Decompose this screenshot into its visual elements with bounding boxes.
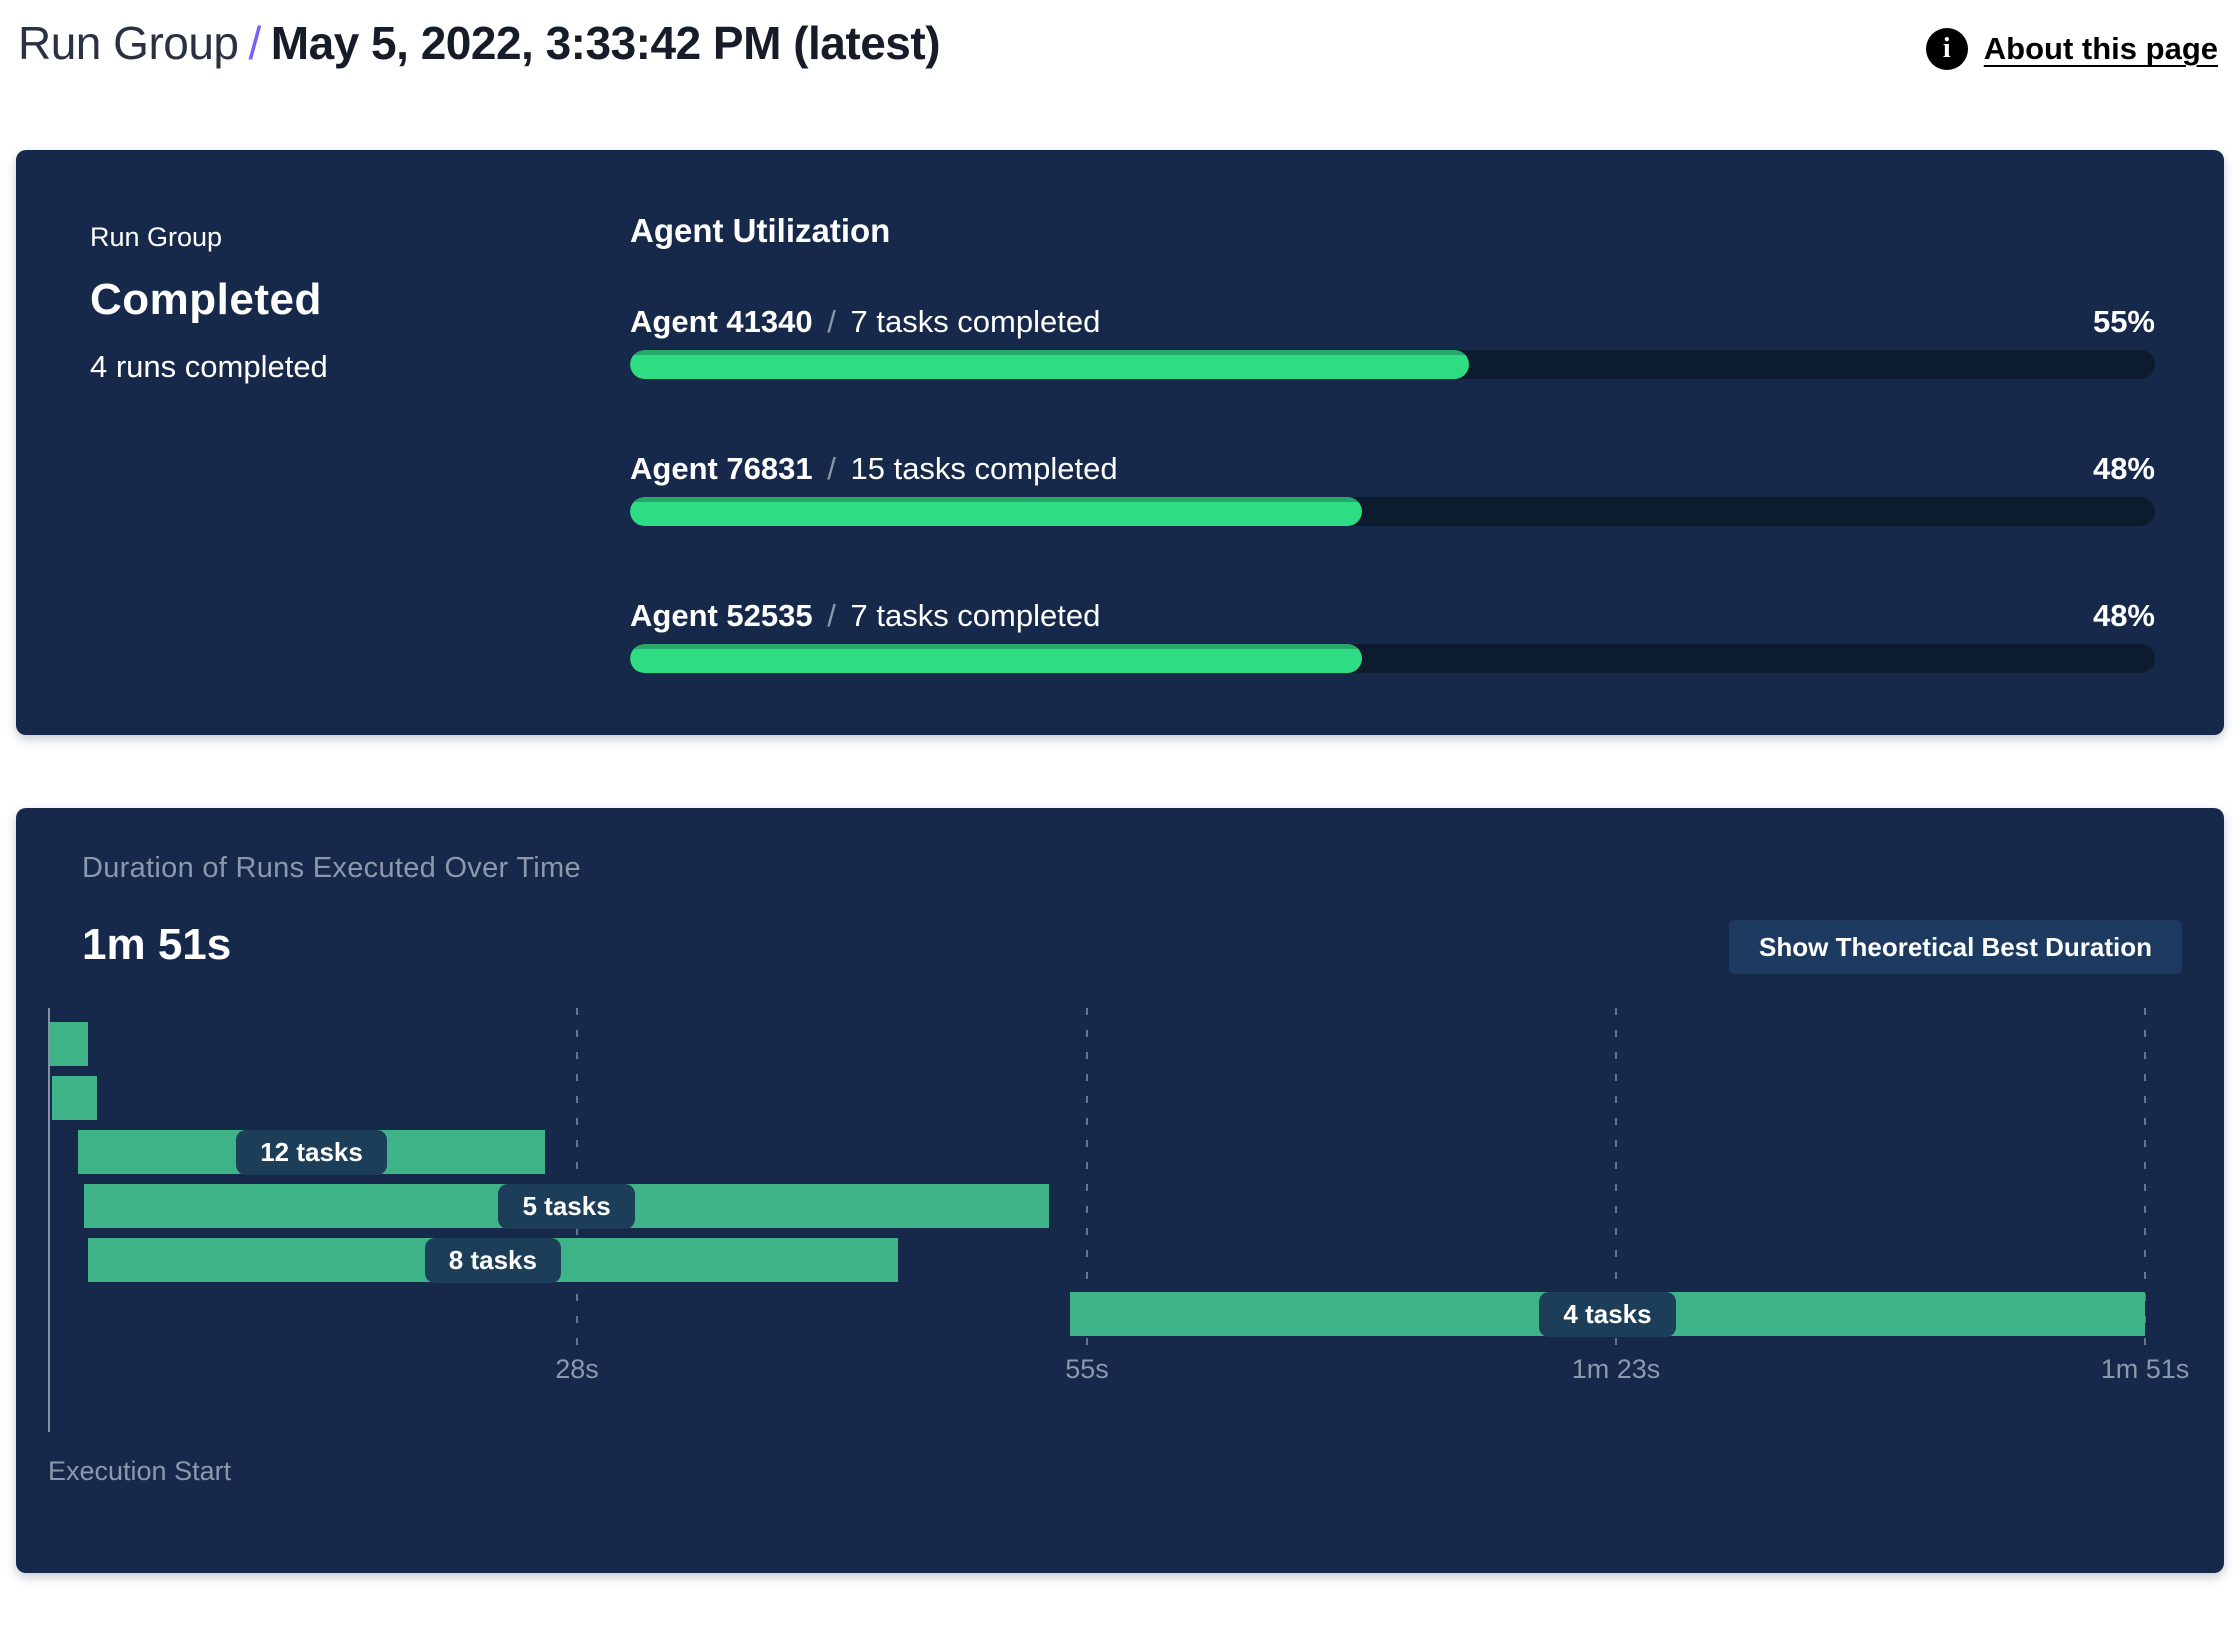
task-count-chip: 8 tasks: [424, 1237, 561, 1283]
agent-label: Agent 52535 / 7 tasks completed: [630, 598, 1101, 633]
time-tick-label: 28s: [555, 1354, 599, 1384]
run-group-status: Completed: [90, 275, 322, 324]
runs-completed-count: 4 runs completed: [90, 349, 328, 384]
about-this-page-link[interactable]: i About this page: [1925, 28, 2218, 70]
agent-utilization-bar-fill: [630, 350, 1469, 379]
agent-label: Agent 41340 / 7 tasks completed: [630, 304, 1101, 339]
run-duration-bar[interactable]: [51, 1076, 98, 1120]
run-duration-bar[interactable]: 5 tasks: [83, 1183, 1050, 1229]
run-duration-bar[interactable]: 8 tasks: [87, 1237, 899, 1283]
agent-utilization-bar-track: [630, 497, 2155, 526]
agent-utilization-percent: 48%: [2092, 598, 2155, 633]
breadcrumb-separator: /: [248, 17, 262, 69]
total-duration-value: 1m 51s: [82, 920, 232, 969]
agent-utilization-bar-fill: [630, 644, 1362, 673]
duration-panel: Duration of Runs Executed Over Time 1m 5…: [16, 808, 2224, 1573]
time-tick-label: 55s: [1065, 1354, 1109, 1384]
execution-start-axis: [48, 1008, 50, 1432]
breadcrumb: Run Group: [18, 17, 239, 69]
time-tick-label: 1m 23s: [1571, 1354, 1661, 1384]
task-count-chip: 5 tasks: [498, 1183, 635, 1229]
execution-start-label: Execution Start: [48, 1456, 232, 1486]
agent-utilization-title: Agent Utilization: [630, 212, 891, 249]
info-icon: i: [1925, 28, 1968, 70]
time-gridline: [2144, 1008, 2146, 1348]
show-theoretical-best-duration-button[interactable]: Show Theoretical Best Duration: [1729, 920, 2182, 974]
agent-utilization-percent: 48%: [2092, 451, 2155, 486]
time-tick-label: 1m 51s: [2100, 1354, 2190, 1384]
agent-utilization-bar-track: [630, 350, 2155, 379]
agent-utilization-bar-fill: [630, 497, 1362, 526]
agent-utilization-row: Agent 76831 / 15 tasks completed 48%: [630, 451, 2155, 526]
task-count-chip: 4 tasks: [1539, 1291, 1676, 1337]
agent-utilization-row: Agent 52535 / 7 tasks completed 48%: [630, 598, 2155, 673]
page-title: Run Group / May 5, 2022, 3:33:42 PM (lates…: [18, 16, 941, 70]
agent-utilization-percent: 55%: [2092, 304, 2155, 339]
task-count-chip: 12 tasks: [236, 1129, 387, 1175]
agent-utilization-row: Agent 41340 / 7 tasks completed 55%: [630, 304, 2155, 379]
run-timestamp-title: May 5, 2022, 3:33:42 PM (latest): [270, 17, 941, 69]
run-group-summary: Run Group Completed 4 runs completed: [90, 222, 328, 385]
about-link-label: About this page: [1983, 31, 2218, 66]
page-header: Run Group / May 5, 2022, 3:33:42 PM (lates…: [0, 0, 2240, 110]
run-group-label: Run Group: [90, 222, 223, 252]
agent-utilization-bar-track: [630, 644, 2155, 673]
agent-label: Agent 76831 / 15 tasks completed: [630, 451, 1118, 486]
duration-chart-title: Duration of Runs Executed Over Time: [82, 852, 581, 884]
run-duration-bar[interactable]: 12 tasks: [78, 1129, 545, 1175]
time-gridline: [575, 1008, 578, 1348]
time-gridline: [1086, 1008, 1089, 1348]
run-group-panel: Run Group Completed 4 runs completed Age…: [16, 150, 2224, 735]
run-duration-bar[interactable]: [49, 1022, 88, 1066]
run-duration-bar[interactable]: 4 tasks: [1070, 1291, 2145, 1337]
time-gridline: [1615, 1008, 1618, 1348]
